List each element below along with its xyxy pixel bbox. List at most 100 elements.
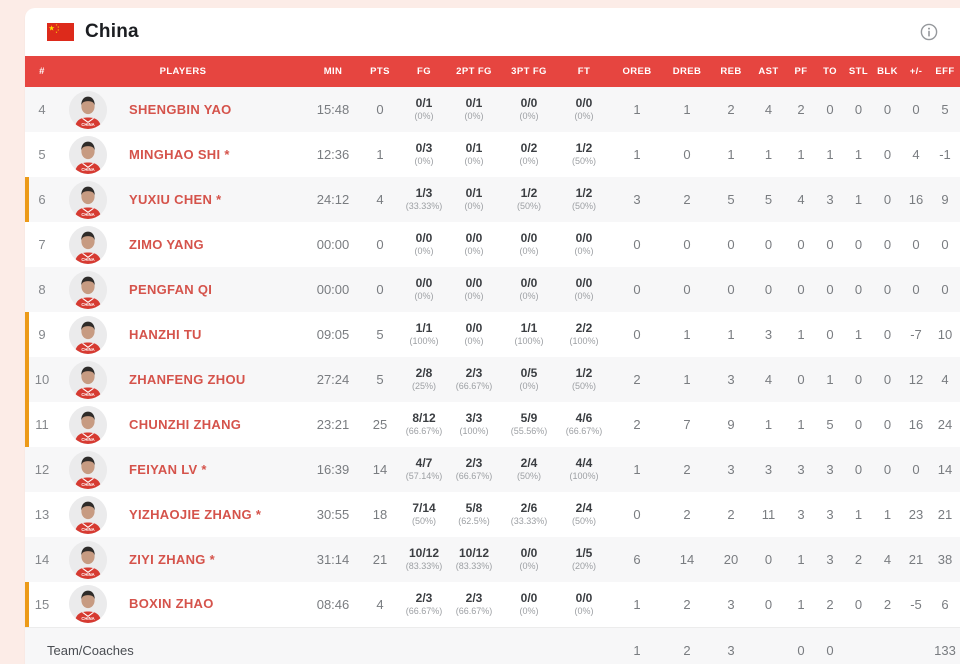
stat-pf: 1 [797, 417, 805, 432]
stat-stl: 0 [854, 102, 863, 117]
stat-plusminus: 4 [912, 147, 920, 162]
jersey-number-cell: 14 [25, 537, 59, 582]
jersey-number-cell: 7 [25, 222, 59, 267]
stat-dreb: 0 [683, 237, 691, 252]
svg-text:CHINA: CHINA [81, 392, 94, 397]
player-name-link[interactable]: MINGHAO SHI * [129, 146, 230, 162]
stat-pf: 1 [797, 327, 805, 342]
stat-to: 3 [826, 192, 834, 207]
card-header: China [25, 8, 960, 56]
player-avatar-icon: CHINA [69, 225, 107, 264]
stat-fg: 1/3 (33.33%) [405, 186, 443, 212]
player-name-link[interactable]: ZIMO YANG [129, 236, 204, 252]
stat-plusminus: 0 [912, 282, 920, 297]
stat-dreb: 1 [683, 372, 691, 387]
player-avatar-icon: CHINA [69, 135, 107, 174]
stat-pf: 1 [797, 552, 805, 567]
player-name-link[interactable]: CHUNZHI ZHANG [129, 416, 242, 432]
stat-stl: 1 [854, 192, 863, 207]
jersey-number: 9 [38, 327, 46, 342]
stat-eff: 6 [941, 596, 949, 612]
stat-fg: 0/0 (0%) [414, 276, 434, 302]
svg-text:CHINA: CHINA [81, 122, 94, 127]
stat-reb: 9 [727, 417, 735, 432]
stat-pts: 0 [376, 102, 384, 117]
col-ft: FT [557, 56, 611, 87]
avatar-cell: CHINA [59, 312, 117, 357]
player-row: 9 CHINA HANZHI TU 09:05 5 1/1 (100%) [25, 312, 960, 357]
stat-ast: 0 [764, 596, 773, 612]
stat-oreb: 3 [633, 192, 641, 207]
stat-eff: 14 [937, 462, 953, 477]
player-avatar-icon: CHINA [69, 270, 107, 309]
team-plusminus [902, 627, 930, 664]
jersey-number: 8 [38, 282, 46, 297]
stat-dreb: 2 [683, 462, 691, 477]
svg-text:CHINA: CHINA [81, 302, 94, 307]
col-pf: PF [786, 56, 816, 87]
stat-dreb: 0 [683, 282, 691, 297]
stat-pts: 4 [376, 596, 384, 612]
team-oreb: 1 [633, 642, 641, 658]
player-name-link[interactable]: YIZHAOJIE ZHANG * [129, 506, 262, 522]
col-players: PLAYERS [59, 56, 307, 87]
stat-2ptfg: 2/3 (66.67%) [455, 590, 493, 616]
col-to: TO [816, 56, 844, 87]
player-row: 11 CHINA CHUNZHI ZHANG 23:21 25 8/12 (66… [25, 402, 960, 447]
stat-plusminus: 0 [912, 237, 920, 252]
stat-ast: 4 [764, 372, 773, 387]
player-name-link[interactable]: FEIYAN LV * [129, 461, 207, 477]
player-name-link[interactable]: HANZHI TU [129, 326, 202, 342]
stat-ft: 1/2 (50%) [571, 366, 596, 392]
stat-plusminus: 23 [908, 507, 924, 522]
stat-2ptfg: 10/12 (83.33%) [455, 546, 493, 572]
stat-oreb: 1 [633, 462, 641, 477]
stat-pts: 14 [372, 462, 388, 477]
player-name-cell: CHUNZHI ZHANG [117, 402, 307, 447]
svg-text:CHINA: CHINA [81, 527, 94, 532]
oncourt-indicator [25, 312, 29, 357]
player-name-link[interactable]: ZIYI ZHANG * [129, 551, 215, 567]
stat-blk: 0 [883, 462, 892, 477]
stat-fg: 0/3 (0%) [414, 141, 434, 167]
stat-oreb: 0 [633, 282, 641, 297]
stat-2ptfg: 0/1 (0%) [464, 141, 484, 167]
player-name-link[interactable]: PENGFAN QI [129, 281, 213, 297]
player-name-link[interactable]: SHENGBIN YAO [129, 101, 232, 117]
player-name-cell: BOXIN ZHAO [117, 582, 307, 627]
svg-text:CHINA: CHINA [81, 616, 94, 621]
stat-dreb: 2 [683, 507, 691, 522]
player-name-cell: ZIYI ZHANG * [117, 537, 307, 582]
player-row: 15 CHINA BOXIN ZHAO 08:46 4 2/3 (66.67%) [25, 582, 960, 627]
avatar-cell: CHINA [59, 132, 117, 177]
table-header: # PLAYERS MIN PTS FG 2PT FG 3PT FG FT OR… [25, 56, 960, 87]
stat-to: 0 [826, 282, 834, 297]
stat-to: 5 [826, 417, 834, 432]
stat-to: 1 [826, 147, 834, 162]
player-name-link[interactable]: YUXIU CHEN * [129, 191, 222, 207]
stat-dreb: 14 [679, 552, 695, 567]
stat-reb: 20 [723, 552, 739, 567]
stat-ft: 2/4 (50%) [571, 501, 596, 527]
stat-3ptfg: 0/0 (0%) [519, 231, 539, 257]
stat-ft: 0/0 (0%) [574, 276, 594, 302]
info-icon[interactable] [920, 23, 938, 41]
svg-text:CHINA: CHINA [81, 572, 94, 577]
col-reb: REB [711, 56, 751, 87]
stat-fg: 10/12 (83.33%) [405, 546, 443, 572]
stat-blk: 0 [883, 327, 892, 342]
stat-stl: 0 [854, 282, 863, 297]
team-coaches-label: Team/Coaches [47, 642, 134, 658]
player-name-link[interactable]: ZHANFENG ZHOU [129, 371, 246, 387]
stat-reb: 2 [727, 507, 735, 522]
stat-3ptfg: 0/0 (0%) [519, 590, 539, 616]
player-row: 10 CHINA ZHANFENG ZHOU 27:24 5 2/8 (25%) [25, 357, 960, 402]
jersey-number: 11 [35, 417, 49, 432]
col-blk: BLK [873, 56, 902, 87]
jersey-number-cell: 9 [25, 312, 59, 357]
player-name-link[interactable]: BOXIN ZHAO [129, 596, 214, 612]
player-avatar-icon: CHINA [69, 180, 107, 219]
jersey-number-cell: 12 [25, 447, 59, 492]
stat-oreb: 6 [633, 552, 641, 567]
avatar-cell: CHINA [59, 357, 117, 402]
